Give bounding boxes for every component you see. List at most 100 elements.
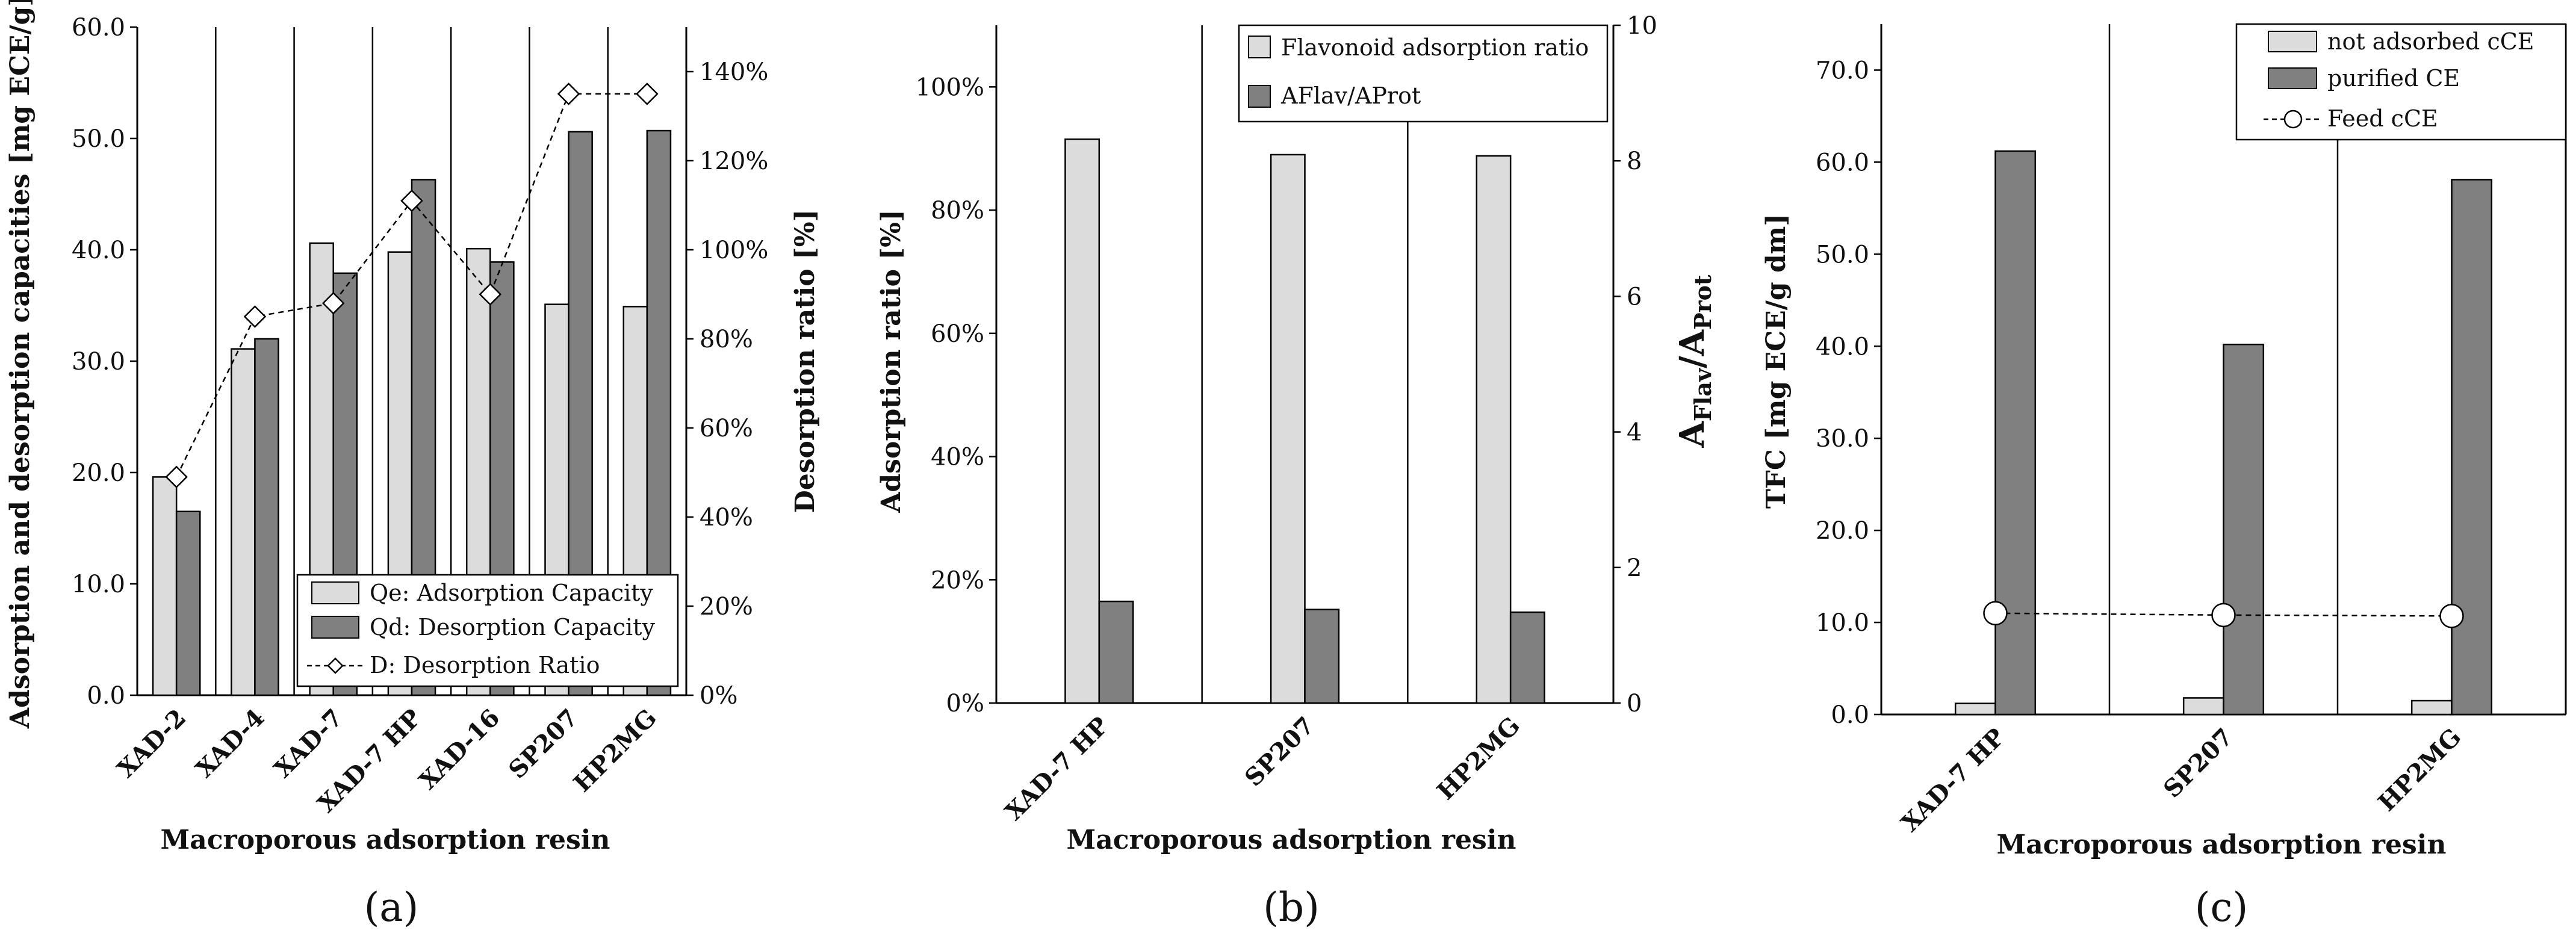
chart-a-legend-label-d: D: Desorption Ratio (370, 652, 600, 678)
chart-c-legend-swatch-purified (2268, 67, 2317, 89)
chart-b-bar-aflav-aprot-xad-7-hp (1098, 600, 1134, 704)
chart-c-x-axis-title: Macroporous adsorption resin (1997, 829, 2447, 860)
chart-c-bar-purified-ce-xad-7-hp (1994, 150, 2037, 716)
chart-a-ytick-label: 20.0 (72, 459, 125, 487)
chart-c-legend-label-purified: purified CE (2327, 65, 2460, 91)
chart-c-legend: not adsorbed cCE purified CE Feed cCE (2235, 23, 2567, 141)
chart-b-y2tick-label: 2 (1627, 554, 1642, 582)
chart-c-legend-swatch-not-adsorbed (2268, 31, 2317, 52)
chart-a-bar-qe-adsorption-capacity-xad-4 (231, 348, 256, 696)
chart-b-ytick-label: 100% (916, 73, 984, 101)
chart-a-right-ticks: 0% 20% 40% 60% 80% 100% 120% 140% (686, 58, 768, 710)
chart-b-y2tick-label: 0 (1627, 690, 1642, 717)
chart-a-legend-box (296, 574, 679, 687)
chart-b-legend-box (1238, 24, 1609, 123)
chart-c-bar-not-adsorbed-cce-sp207 (2182, 697, 2224, 716)
chart-b-right-ticks: 0 2 4 6 8 10 (1613, 12, 1657, 717)
chart-a-point-xad-2 (165, 465, 188, 489)
chart-b-y-axis-title: Adsorption ratio [%] (876, 209, 907, 513)
chart-a-ytick-label: 40.0 (72, 237, 125, 264)
chart-c-ytick-label: 40.0 (1816, 333, 1869, 361)
chart-a-y2tick-label: 40% (700, 504, 753, 531)
chart-b-y2-axis-title: AFlav/AProt (1672, 274, 1716, 448)
chart-a-y-axis-title: Adsorption and desorption capacities [mg… (5, 0, 36, 729)
chart-a-bar-qd-desorption-capacity-xad-4 (254, 338, 279, 696)
chart-c-ytick-label: 50.0 (1816, 241, 1869, 268)
chart-b-y2tick-label: 8 (1627, 147, 1642, 175)
chart-b-bar-flavonoid-adsorption-ratio-xad-7-hp (1064, 138, 1100, 704)
chart-c-bar-not-adsorbed-cce-hp2mg (2410, 699, 2453, 716)
chart-a-point-xad-7 (321, 292, 345, 315)
chart-c-feed-line (1983, 601, 2464, 628)
chart-a-y2-axis-title: Desorption ratio [%] (790, 209, 821, 513)
chart-a-ytick-label: 0.0 (87, 682, 125, 710)
chart-a-y2tick-label: 120% (700, 147, 768, 175)
chart-a-x-axis-title: Macroporous adsorption resin (161, 825, 610, 855)
chart-c-bar-not-adsorbed-cce-xad-7-hp (1954, 702, 1996, 716)
chart-a-y2tick-label: 100% (700, 237, 768, 264)
chart-a-legend: Qe: Adsorption Capacity Qd: Desorption C… (296, 574, 679, 687)
chart-a-point-xad-4 (243, 305, 267, 328)
chart-b-legend-swatch-ratio (1248, 85, 1271, 108)
chart-b-bar-aflav-aprot-sp207 (1304, 609, 1340, 704)
chart-c-ytick-label: 20.0 (1816, 517, 1869, 545)
chart-c-y-axis-title: TFC [mg ECE/g dm] (1761, 214, 1792, 509)
chart-a-ytick-label: 30.0 (72, 348, 125, 376)
chart-a-point-hp2mg (636, 82, 659, 105)
chart-b-bars (1064, 138, 1545, 704)
chart-b-y2-title-a2: /A (1672, 329, 1712, 368)
chart-b-category-separators (1201, 25, 1409, 703)
chart-a-point-xad-16 (479, 283, 502, 306)
chart-b-ytick-label: 0% (946, 690, 984, 717)
panel-label-c: (c) (2195, 884, 2248, 931)
chart-a-bar-qe-adsorption-capacity-xad-2 (152, 476, 178, 696)
chart-c-point-hp2mg (2439, 604, 2464, 628)
chart-b-x-axis-title: Macroporous adsorption resin (1067, 825, 1516, 855)
chart-b-y2-title-prot: Prot (1689, 274, 1716, 330)
chart-b-y2tick-label: 4 (1627, 419, 1642, 447)
chart-a-bar-qd-desorption-capacity-xad-2 (175, 510, 201, 696)
chart-c-bar-purified-ce-hp2mg (2451, 179, 2493, 716)
panel-label-a: (a) (364, 884, 419, 931)
chart-c-bar-purified-ce-sp207 (2223, 343, 2265, 716)
chart-a-y2tick-label: 60% (700, 415, 753, 442)
chart-a-y2tick-label: 80% (700, 326, 753, 353)
chart-a-ytick-label: 10.0 (72, 571, 125, 598)
chart-c-ytick-label: 60.0 (1816, 149, 1869, 176)
chart-c-legend-label-feed: Feed cCE (2327, 105, 2438, 132)
chart-a-legend-marker-d (327, 657, 344, 674)
chart-a-legend-label-qd: Qd: Desorption Capacity (370, 614, 655, 640)
chart-b-y2-title-a1: A (1672, 420, 1712, 448)
chart-a-ytick-label: 60.0 (72, 14, 125, 42)
chart-b-ytick-label: 80% (931, 197, 984, 225)
chart-a-y2tick-label: 20% (700, 593, 753, 621)
chart-a-legend-swatch-qe (311, 581, 359, 604)
chart-b-ytick-label: 60% (931, 320, 984, 348)
chart-c-ytick-label: 30.0 (1816, 425, 1869, 453)
chart-a-desorption-line (165, 82, 659, 489)
chart-a-legend-label-qe: Qe: Adsorption Capacity (370, 580, 653, 606)
chart-c-left-ticks: 0.0 10.0 20.0 30.0 40.0 50.0 60.0 70.0 (1816, 57, 1881, 729)
chart-a-point-xad-7-hp (400, 189, 423, 212)
chart-b-legend: Flavonoid adsorption ratio AFlav/AProt (1238, 24, 1609, 123)
chart-c-legend-marker-feed (2283, 110, 2303, 129)
chart-b-y2-title-flav: Flav (1689, 367, 1716, 421)
chart-a-point-sp207 (557, 82, 580, 105)
chart-b-legend-swatch-flav (1248, 36, 1271, 58)
chart-b-ytick-label: 40% (931, 444, 984, 471)
chart-c-point-xad-7-hp (1983, 601, 2008, 626)
chart-b-y2tick-label: 6 (1627, 283, 1642, 311)
chart-c-ytick-label: 10.0 (1816, 609, 1869, 637)
chart-c-ytick-label: 70.0 (1816, 57, 1869, 84)
chart-b-left-ticks: 0% 20% 40% 60% 80% 100% (916, 73, 996, 717)
chart-c-ytick-label: 0.0 (1831, 701, 1869, 729)
chart-a-ytick-label: 50.0 (72, 125, 125, 153)
chart-b-bar-flavonoid-adsorption-ratio-sp207 (1270, 153, 1306, 704)
chart-a-legend-swatch-qd (311, 616, 359, 639)
chart-c-line-feed-cce (1995, 612, 2452, 617)
chart-b-bar-flavonoid-adsorption-ratio-hp2mg (1476, 155, 1512, 704)
chart-c-legend-label-not-adsorbed: not adsorbed cCE (2327, 28, 2534, 55)
chart-c-point-sp207 (2211, 603, 2236, 628)
chart-c-bars (1954, 150, 2493, 716)
